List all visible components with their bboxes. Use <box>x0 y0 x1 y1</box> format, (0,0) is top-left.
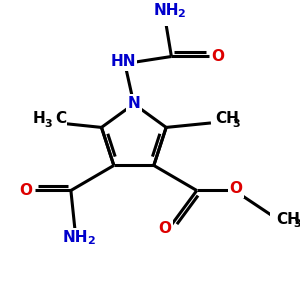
Text: 3: 3 <box>44 119 52 129</box>
Text: 3: 3 <box>293 220 300 230</box>
Text: H: H <box>32 111 45 126</box>
Text: O: O <box>212 49 224 64</box>
Text: 2: 2 <box>177 8 185 19</box>
Text: CH: CH <box>215 111 239 126</box>
Text: 2: 2 <box>88 236 95 246</box>
Text: O: O <box>20 183 33 198</box>
Text: N: N <box>128 95 140 110</box>
Text: O: O <box>230 181 243 196</box>
Text: O: O <box>158 221 171 236</box>
Text: CH: CH <box>276 212 300 226</box>
Text: HN: HN <box>110 54 136 69</box>
Text: 3: 3 <box>232 119 240 129</box>
Text: NH: NH <box>63 230 88 244</box>
Text: NH: NH <box>153 3 179 18</box>
Text: C: C <box>55 111 66 126</box>
